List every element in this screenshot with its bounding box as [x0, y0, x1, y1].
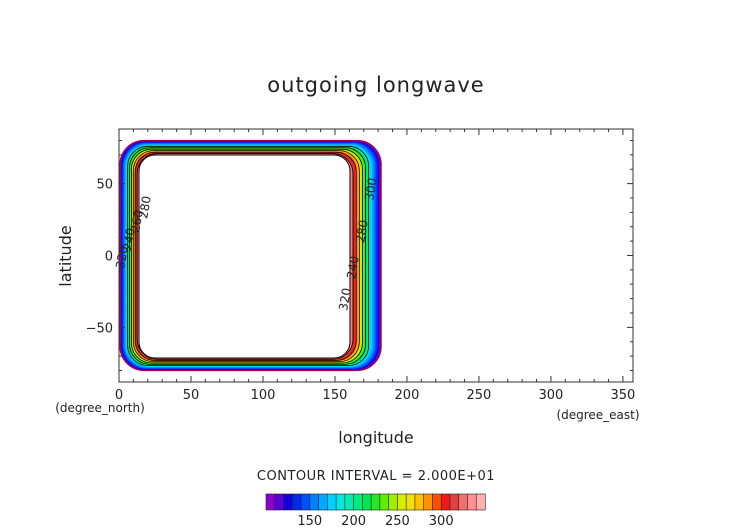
- x-tick-label: 250: [467, 388, 492, 403]
- colorbar-swatch: [397, 493, 407, 511]
- colorbar-swatch: [388, 493, 399, 511]
- contour-line: [129, 147, 366, 365]
- y-tick-label: 50: [96, 178, 113, 193]
- x-tick-label: 200: [395, 388, 420, 403]
- colorbar-tick-label: 300: [429, 514, 454, 529]
- colorbar-swatch: [344, 493, 355, 511]
- x-tick-label: 100: [251, 388, 276, 403]
- colorbar-swatch: [353, 493, 363, 511]
- colorbar-tick-label: 200: [341, 514, 366, 529]
- colorbar-swatch: [423, 493, 434, 511]
- colorbar: [265, 493, 486, 511]
- contour-line: [136, 153, 354, 360]
- colorbar-swatch: [274, 493, 285, 511]
- x-axis: 0 50 100 150 200 250 300 350: [115, 129, 635, 403]
- colorbar-swatch: [309, 493, 320, 511]
- x-unit-label: (degree_east): [556, 408, 639, 422]
- contour-label: 280: [353, 219, 371, 244]
- x-tick-label: 350: [611, 388, 636, 403]
- colorbar-swatch: [432, 493, 442, 511]
- colorbar-swatch: [458, 493, 469, 511]
- x-tick-label: 50: [183, 388, 200, 403]
- y-axis: 50 0 −50: [86, 140, 633, 371]
- y-tick-label: −50: [86, 321, 113, 336]
- colorbar-swatch: [362, 493, 372, 511]
- colorbar-tick-label: 150: [297, 514, 322, 529]
- colorbar-swatch: [265, 493, 276, 511]
- colorbar-swatch: [405, 493, 416, 511]
- contour-interval-text: CONTOUR INTERVAL = 2.000E+01: [257, 469, 495, 484]
- contour-line: [132, 150, 360, 363]
- colorbar-swatch: [467, 493, 477, 511]
- colorbar-swatch: [335, 493, 346, 511]
- x-axis-label: longitude: [338, 428, 413, 447]
- contour-line: [127, 145, 370, 366]
- colorbar-swatch: [449, 493, 460, 511]
- olr-field: [120, 140, 382, 371]
- x-tick-label: 0: [115, 388, 123, 403]
- colorbar-swatch: [414, 493, 425, 511]
- colorbar-swatch: [291, 493, 302, 511]
- colorbar-tick-label: 250: [385, 514, 410, 529]
- field-missing-region: [139, 155, 350, 358]
- contour-label: 320: [336, 287, 354, 312]
- contour-line: [134, 151, 357, 361]
- colorbar-swatch: [440, 493, 451, 511]
- contour-line: [138, 154, 351, 359]
- contour-line: [130, 148, 363, 364]
- colorbar-swatch: [283, 493, 293, 511]
- colorbar-swatch: [475, 493, 486, 511]
- colorbar-ticks: 150 200 250 300: [297, 514, 453, 529]
- colorbar-swatch: [370, 493, 381, 511]
- y-unit-label: (degree_north): [55, 401, 145, 415]
- colorbar-swatch: [379, 493, 390, 511]
- contour-label: 320: [113, 245, 131, 270]
- y-axis-label: latitude: [56, 225, 75, 286]
- colorbar-swatch: [318, 493, 328, 511]
- contour-label: 260: [128, 209, 146, 234]
- chart-title: outgoing longwave: [267, 73, 484, 97]
- colorbar-swatch: [327, 493, 337, 511]
- contour-label: 280: [136, 195, 154, 220]
- contour-label: 300: [362, 177, 380, 202]
- contour-label: 240: [344, 255, 362, 280]
- x-tick-label: 300: [539, 388, 564, 403]
- colorbar-swatch: [300, 493, 311, 511]
- contour-label: 240: [120, 227, 138, 252]
- y-tick-label: 0: [105, 250, 113, 265]
- x-tick-label: 150: [323, 388, 348, 403]
